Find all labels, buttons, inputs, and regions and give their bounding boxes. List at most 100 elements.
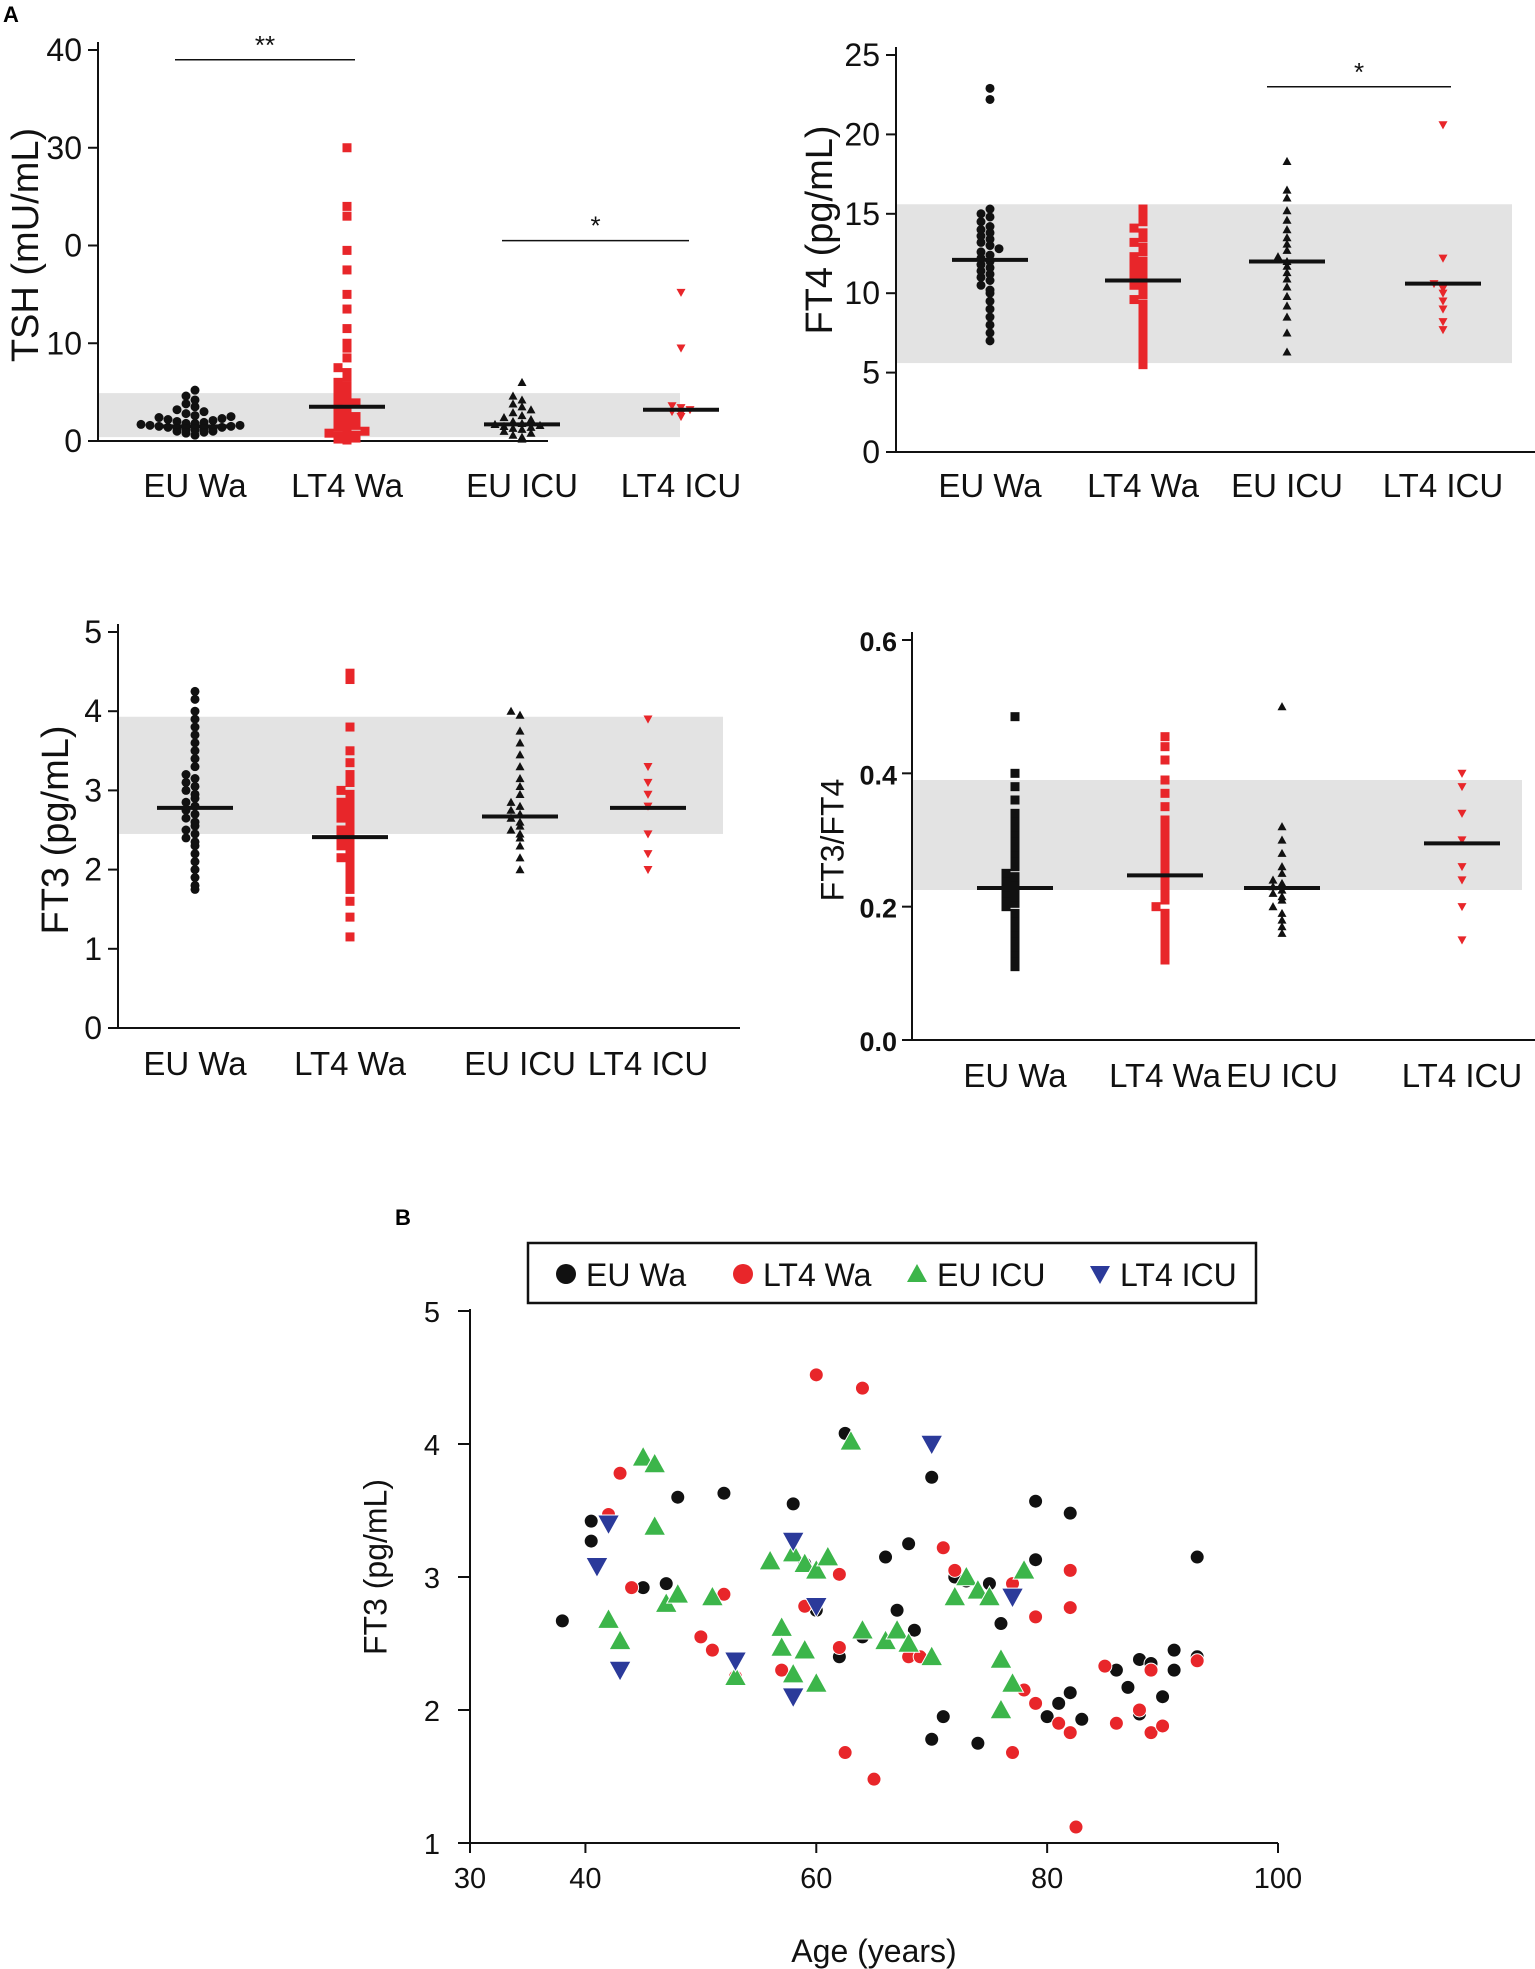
data-point bbox=[985, 304, 995, 314]
data-point bbox=[190, 880, 200, 890]
data-point bbox=[1438, 318, 1448, 327]
data-point bbox=[515, 853, 525, 862]
legend-marker bbox=[556, 1264, 576, 1284]
data-point bbox=[774, 1662, 790, 1678]
x-category-label: EU ICU bbox=[1231, 467, 1343, 504]
data-point bbox=[342, 265, 352, 275]
data-point bbox=[1277, 702, 1287, 711]
data-point bbox=[1160, 755, 1170, 765]
data-point bbox=[190, 849, 200, 859]
data-point bbox=[1001, 868, 1011, 878]
y-tick-label: 25 bbox=[844, 37, 880, 73]
data-point bbox=[1138, 247, 1148, 257]
data-point bbox=[1160, 935, 1170, 945]
y-tick-label: 1 bbox=[84, 931, 102, 967]
data-point bbox=[758, 1549, 782, 1571]
data-point bbox=[1108, 1715, 1124, 1731]
data-point bbox=[342, 353, 352, 363]
data-point bbox=[769, 1615, 794, 1637]
data-point bbox=[642, 1514, 667, 1536]
data-point bbox=[345, 817, 355, 827]
data-point bbox=[643, 790, 653, 799]
data-point bbox=[1282, 328, 1292, 337]
data-point bbox=[1010, 948, 1020, 958]
data-point bbox=[643, 866, 653, 875]
data-point bbox=[989, 1697, 1013, 1720]
legend-entry: LT4 ICU bbox=[1120, 1257, 1237, 1293]
data-point bbox=[351, 398, 361, 408]
data-point bbox=[1189, 1653, 1205, 1669]
data-point bbox=[190, 873, 200, 883]
data-point bbox=[994, 244, 1004, 254]
data-point bbox=[1160, 875, 1170, 885]
data-point bbox=[1282, 268, 1292, 277]
data-point bbox=[1160, 842, 1170, 852]
data-point bbox=[935, 1709, 951, 1725]
data-point bbox=[976, 237, 986, 247]
x-category-label: LT4 ICU bbox=[588, 1045, 708, 1082]
data-point bbox=[769, 1635, 794, 1657]
data-point bbox=[1277, 822, 1287, 831]
data-point bbox=[506, 706, 516, 715]
panel-a-label: A bbox=[3, 2, 19, 27]
data-point bbox=[1010, 878, 1020, 888]
data-point bbox=[1138, 336, 1148, 346]
data-point bbox=[1010, 848, 1020, 858]
data-point bbox=[515, 817, 525, 826]
ft4-chart: 0 5 10 15 20 25 EU Wa LT4 Wa EU ICU LT4 ICU FT4 (p… bbox=[799, 37, 1535, 504]
y-tick-label: 0 bbox=[862, 434, 880, 470]
data-point bbox=[336, 841, 346, 851]
data-point bbox=[985, 336, 995, 346]
data-point bbox=[517, 424, 527, 433]
data-point bbox=[985, 312, 995, 322]
y-tick-label: 40 bbox=[46, 32, 82, 68]
data-point bbox=[1010, 892, 1020, 902]
y-tick-label: 2 bbox=[424, 1696, 440, 1728]
data-point bbox=[1277, 848, 1287, 857]
data-point bbox=[804, 1558, 829, 1580]
y-tick-label: 20 bbox=[844, 116, 880, 152]
data-point bbox=[1068, 1819, 1084, 1835]
data-point bbox=[1438, 305, 1448, 314]
data-point bbox=[1010, 815, 1020, 825]
data-point bbox=[1010, 828, 1020, 838]
data-point bbox=[1160, 835, 1170, 845]
data-point bbox=[1160, 732, 1170, 742]
data-point bbox=[190, 774, 200, 784]
y-tick-label: 15 bbox=[844, 196, 880, 232]
data-point bbox=[1097, 1658, 1113, 1674]
data-point bbox=[1268, 888, 1278, 897]
data-point bbox=[345, 801, 355, 811]
data-point bbox=[181, 391, 191, 401]
data-point bbox=[190, 837, 200, 847]
data-point bbox=[1277, 892, 1287, 901]
data-point bbox=[1166, 1642, 1182, 1658]
data-point bbox=[1138, 242, 1148, 252]
panel-b-label: B bbox=[395, 1205, 411, 1230]
x-category-label: EU Wa bbox=[143, 467, 247, 504]
data-point bbox=[342, 368, 352, 378]
data-point bbox=[976, 260, 986, 270]
data-point bbox=[506, 805, 516, 814]
data-point bbox=[190, 829, 200, 839]
data-point bbox=[1277, 928, 1287, 937]
legend-entry: EU Wa bbox=[586, 1257, 686, 1293]
data-point bbox=[1138, 210, 1148, 220]
data-point bbox=[643, 763, 653, 772]
data-point bbox=[181, 797, 191, 807]
data-point bbox=[1138, 328, 1148, 338]
data-point bbox=[643, 850, 653, 859]
data-point bbox=[333, 385, 343, 395]
data-point bbox=[942, 1584, 967, 1607]
data-point bbox=[1138, 344, 1148, 354]
data-point bbox=[515, 762, 525, 771]
y-axis-label: TSH (mU/mL) bbox=[5, 128, 47, 362]
y-tick-label: 5 bbox=[84, 614, 102, 650]
data-point bbox=[345, 837, 355, 847]
y-tick-label: 10 bbox=[46, 325, 82, 361]
data-point bbox=[1438, 284, 1448, 293]
data-point bbox=[1282, 261, 1292, 270]
data-point bbox=[515, 865, 525, 874]
data-point bbox=[1268, 902, 1278, 911]
data-point bbox=[1138, 233, 1148, 243]
